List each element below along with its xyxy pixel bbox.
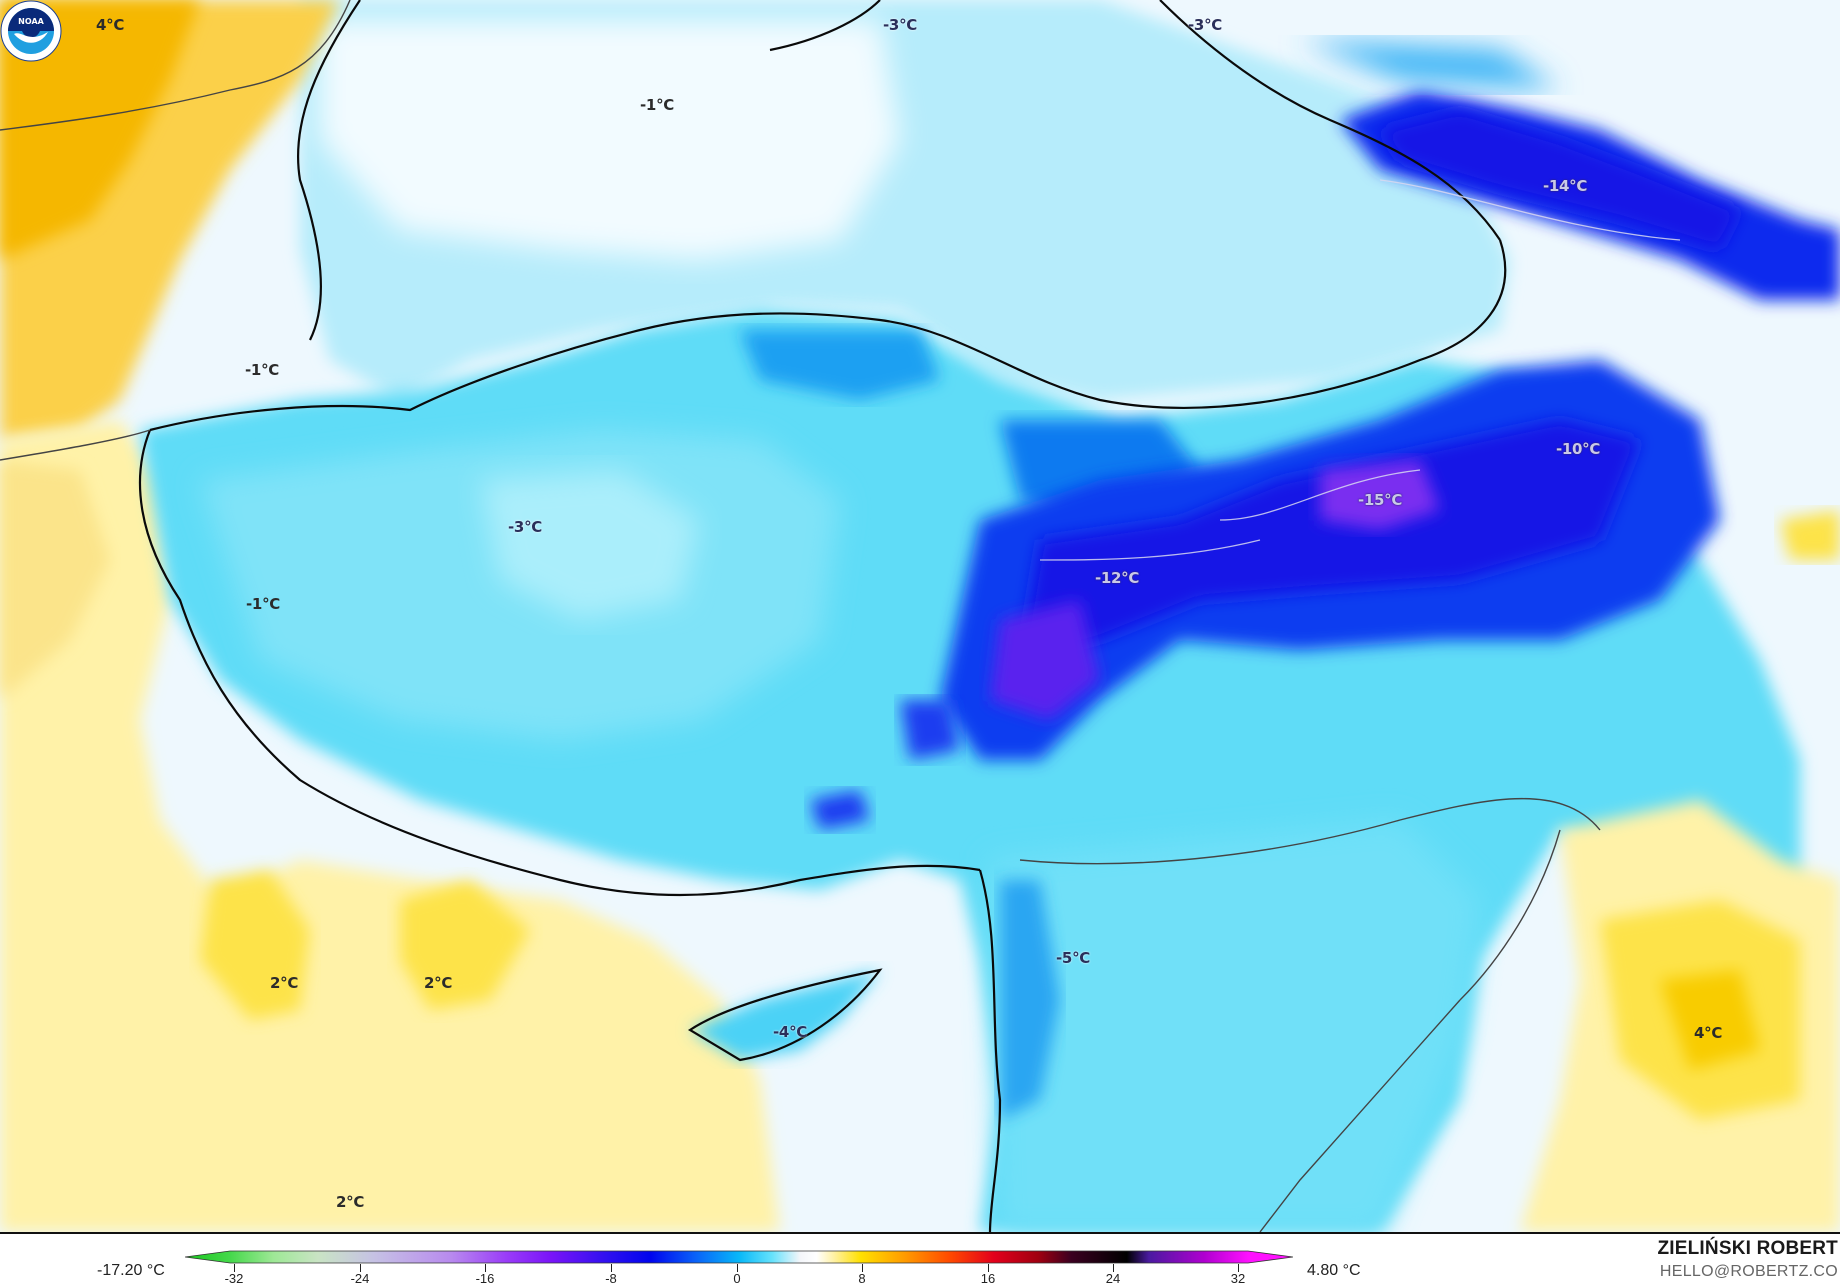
colorbar-tick-label: 16 [980,1271,996,1286]
temperature-map: 4°C -1°C -3°C -3°C -14°C -1°C -10°C -15°C -3°C -1… [0,0,1840,1234]
temperature-label: 2°C [335,1193,365,1211]
colorbar-tick-label: -8 [605,1271,617,1286]
temperature-label: 2°C [423,974,453,992]
temperature-label: -3°C [1188,16,1222,34]
colorbar-tick-mark [485,1264,486,1272]
colorbar-tick-mark [611,1264,612,1272]
temperature-label: -4°C [773,1023,807,1041]
map-canvas [0,0,1840,1232]
author-credit: ZIELIŃSKI ROBERT [1657,1238,1838,1259]
temperature-label: -1°C [640,96,674,114]
temperature-label: -1°C [245,361,279,379]
temperature-label: -3°C [883,16,917,34]
colorbar-tick-label: 0 [733,1271,741,1286]
colorbar-max-label: 4.80 °C [1307,1262,1361,1279]
colorbar-tick-mark [1238,1264,1239,1272]
temperature-label: 2°C [269,974,299,992]
author-email: HELLO@ROBERTZ.CO [1659,1263,1838,1280]
colorbar-tick-mark [234,1264,235,1272]
colorbar-tick-label: -16 [475,1271,495,1286]
temperature-label: 4°C [95,16,125,34]
temperature-label: -12°C [1094,569,1140,587]
temperature-label: 4°C [1693,1024,1723,1042]
colorbar-tick-label: -24 [350,1271,370,1286]
temperature-label: -5°C [1056,949,1090,967]
temperature-label: -10°C [1555,440,1601,458]
colorbar-tick-label: 24 [1105,1271,1121,1286]
colorbar-tick-label: -32 [224,1271,244,1286]
temperature-label: -15°C [1357,491,1403,509]
temperature-label: -14°C [1542,177,1588,195]
colorbar-tick-mark [737,1264,738,1272]
temperature-label: -1°C [246,595,280,613]
colorbar-tick-mark [360,1264,361,1272]
temperature-label: -3°C [508,518,542,536]
colorbar [185,1250,1293,1264]
noaa-logo-icon: NOAA [0,0,62,62]
colorbar-tick-mark [1113,1264,1114,1272]
colorbar-min-label: -17.20 °C [97,1262,165,1279]
colorbar-tick-mark [862,1264,863,1272]
colorbar-tick-mark [988,1264,989,1272]
svg-text:NOAA: NOAA [18,17,44,26]
colorbar-tick-label: 32 [1230,1271,1246,1286]
colorbar-tick-label: 8 [858,1271,866,1286]
